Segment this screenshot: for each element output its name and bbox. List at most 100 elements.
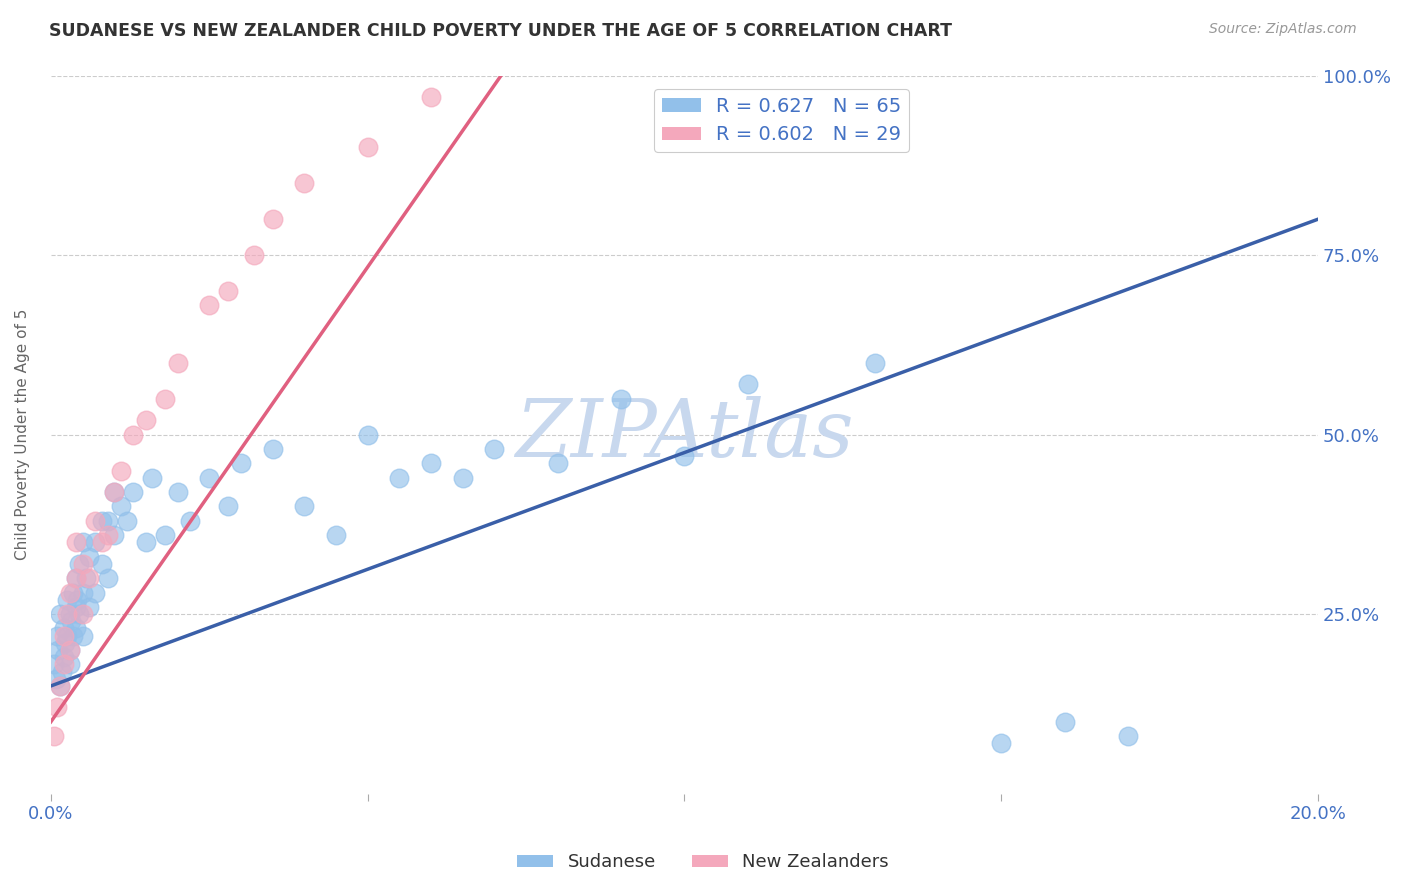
Point [356,140,378,154]
Point [420,456,443,470]
Point [52,629,75,643]
Point [72,557,94,571]
Point [135,535,157,549]
Point [217,284,239,298]
Point [62,629,84,643]
Point [42,729,65,743]
Point [103,485,125,500]
Point [97,528,120,542]
Point [65,622,87,636]
Point [66,592,89,607]
Text: SUDANESE VS NEW ZEALANDER CHILD POVERTY UNDER THE AGE OF 5 CORRELATION CHART: SUDANESE VS NEW ZEALANDER CHILD POVERTY … [49,22,952,40]
Point [166,485,188,500]
Point [72,585,94,599]
Point [262,442,284,456]
Point [198,471,221,485]
Point [59,657,82,672]
Point [65,535,87,549]
Point [103,485,125,500]
Point [141,471,163,485]
Point [484,442,506,456]
Point [292,500,315,514]
Point [59,643,82,657]
Point [610,392,633,406]
Point [84,535,107,549]
Point [103,528,125,542]
Point [1116,729,1139,743]
Point [45,672,67,686]
Point [67,557,90,571]
Point [135,413,157,427]
Point [49,679,72,693]
Point [46,629,69,643]
Point [97,571,120,585]
Point [52,657,75,672]
Point [65,571,87,585]
Point [65,571,87,585]
Point [110,500,132,514]
Point [1053,714,1076,729]
Point [217,500,239,514]
Point [67,607,90,621]
Point [166,356,188,370]
Point [198,298,221,312]
Point [77,599,100,614]
Point [55,592,77,607]
Point [110,463,132,477]
Point [262,212,284,227]
Y-axis label: Child Poverty Under the Age of 5: Child Poverty Under the Age of 5 [15,309,30,560]
Text: Source: ZipAtlas.com: Source: ZipAtlas.com [1209,22,1357,37]
Point [242,248,264,262]
Point [547,456,569,470]
Point [48,643,70,657]
Point [451,471,474,485]
Point [420,90,443,104]
Point [97,514,120,528]
Point [59,585,82,599]
Point [229,456,252,470]
Point [292,176,315,190]
Point [72,535,94,549]
Point [55,607,77,621]
Point [75,571,97,585]
Point [90,557,112,571]
Text: ZIPAtlas: ZIPAtlas [515,396,853,474]
Point [49,679,72,693]
Point [77,549,100,564]
Point [388,471,411,485]
Point [55,629,77,643]
Point [122,427,145,442]
Legend: Sudanese, New Zealanders: Sudanese, New Zealanders [510,847,896,879]
Point [84,514,107,528]
Point [737,377,759,392]
Point [52,622,75,636]
Point [153,392,176,406]
Point [673,449,696,463]
Point [62,585,84,599]
Point [42,657,65,672]
Point [90,514,112,528]
Point [90,535,112,549]
Point [115,514,138,528]
Point [65,599,87,614]
Point [59,643,82,657]
Point [53,636,76,650]
Point [325,528,347,542]
Legend: R = 0.627   N = 65, R = 0.602   N = 29: R = 0.627 N = 65, R = 0.602 N = 29 [654,89,910,153]
Point [153,528,176,542]
Point [863,356,886,370]
Point [52,650,75,665]
Point [990,736,1012,750]
Point [356,427,378,442]
Point [77,571,100,585]
Point [179,514,201,528]
Point [51,665,73,679]
Point [49,607,72,621]
Point [84,585,107,599]
Point [122,485,145,500]
Point [72,629,94,643]
Point [72,607,94,621]
Point [46,700,69,714]
Point [59,607,82,621]
Point [60,615,83,629]
